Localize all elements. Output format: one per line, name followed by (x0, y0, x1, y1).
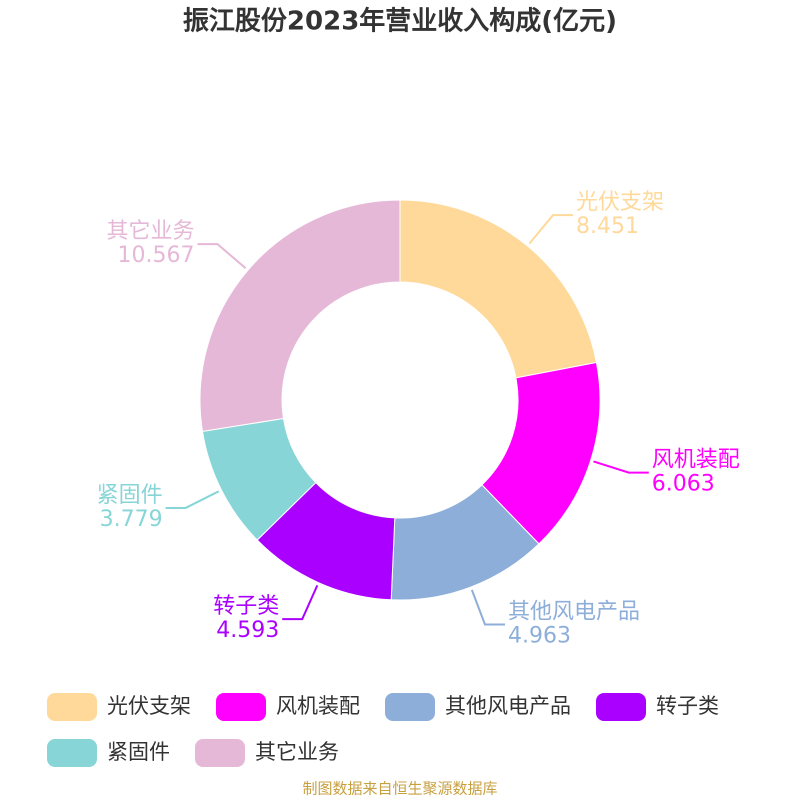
slice-value: 10.567 (117, 243, 194, 268)
source-note: 制图数据来自恒生聚源数据库 (302, 780, 497, 798)
leader-line (470, 589, 505, 626)
leader-line (165, 490, 220, 509)
legend-label: 转子类 (656, 694, 719, 718)
legend-swatch (47, 693, 97, 721)
slice-label: 其他风电产品 (508, 599, 640, 624)
slice-value: 4.963 (508, 623, 571, 648)
chart-title: 振江股份2023年营业收入构成(亿元) (183, 6, 617, 37)
legend-label: 其它业务 (255, 740, 339, 764)
leader-line (528, 214, 573, 245)
legend-label: 其他风电产品 (445, 694, 571, 718)
donut-slice (199, 199, 401, 432)
donut-slice (399, 199, 598, 379)
slice-label: 转子类 (213, 594, 279, 619)
slice-label: 光伏支架 (576, 190, 664, 215)
slice-label: 风机装配 (652, 448, 740, 473)
leader-line (593, 460, 649, 474)
legend-label: 光伏支架 (107, 694, 191, 718)
legend-label: 紧固件 (107, 740, 170, 764)
slice-value: 3.779 (100, 507, 163, 532)
slice-value: 6.063 (652, 472, 715, 497)
legend-swatch (385, 693, 435, 721)
legend-label: 风机装配 (276, 694, 360, 718)
slice-value: 8.451 (576, 214, 639, 239)
slice-label: 紧固件 (97, 483, 163, 508)
slice-value: 4.593 (216, 618, 279, 643)
legend-swatch (195, 739, 245, 767)
legend-swatch (47, 739, 97, 767)
legend-swatch (216, 693, 266, 721)
leader-line (197, 243, 247, 269)
slice-label: 其它业务 (106, 219, 194, 244)
legend-swatch (596, 693, 646, 721)
leader-line (282, 584, 319, 621)
